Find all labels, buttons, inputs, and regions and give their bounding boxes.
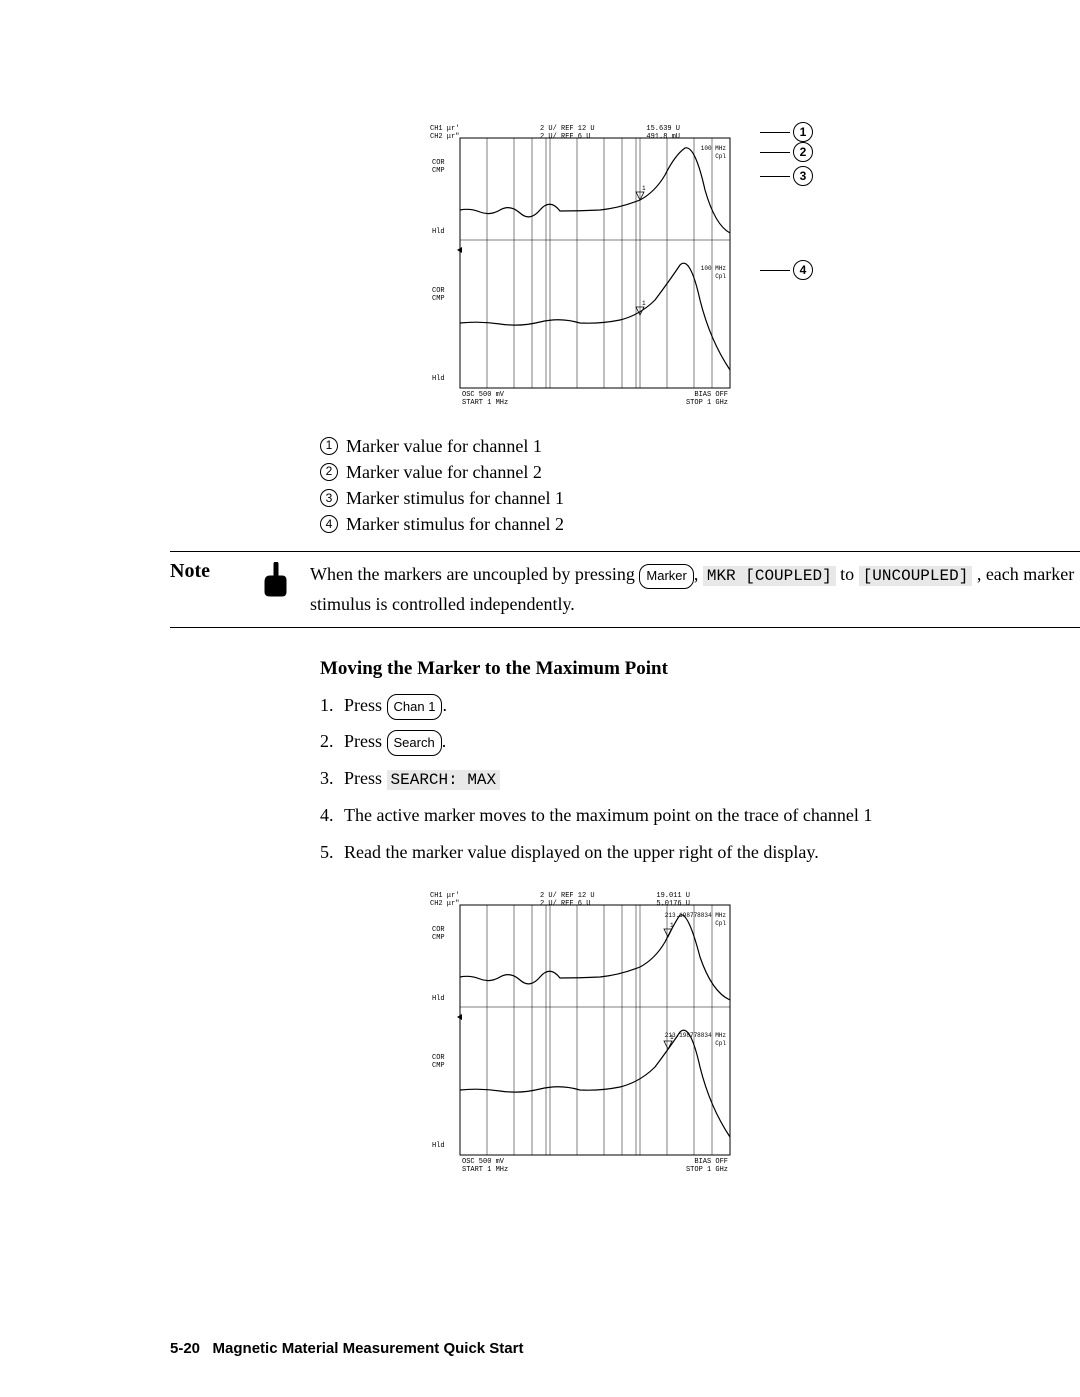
svg-text:1: 1 bbox=[642, 300, 646, 307]
legend-text-2: Marker value for channel 2 bbox=[346, 459, 542, 485]
analyzer-display-2: CH1 μr' CH2 μr" 2 U/ REF 12 U 2 U/ REF 6… bbox=[430, 887, 760, 1177]
chan1-key: Chan 1 bbox=[387, 694, 443, 720]
figure-1: CH1 μr' CH2 μr" 2 U/ REF 12 U 2 U/ REF 6… bbox=[430, 120, 1080, 415]
cpl1-label: Cpl bbox=[715, 153, 726, 160]
procedure-list: Press Chan 1. Press Search. Press SEARCH… bbox=[320, 690, 1080, 868]
marker-key: Marker bbox=[639, 564, 693, 589]
svg-text:2 U/ REF 6 U: 2 U/ REF 6 U bbox=[540, 900, 590, 908]
cor-label-2: COR bbox=[432, 287, 445, 295]
svg-text:1: 1 bbox=[642, 185, 646, 192]
ch2-label: CH2 μr" bbox=[430, 133, 459, 141]
svg-text:Hld: Hld bbox=[432, 1142, 445, 1150]
ch1-label: CH1 μr' bbox=[430, 125, 459, 133]
note-body: When the markers are uncoupled by pressi… bbox=[310, 560, 1080, 618]
svg-text:Hld: Hld bbox=[432, 995, 445, 1003]
callout-3: 3 bbox=[760, 166, 813, 186]
page-number: 5-20 bbox=[170, 1340, 200, 1357]
step-1: Press Chan 1. bbox=[320, 690, 1080, 721]
cpl2-label: Cpl bbox=[715, 273, 726, 280]
figure-legend: 1 Marker value for channel 1 2 Marker valu… bbox=[320, 433, 1080, 537]
mkr-coupled-softkey: MKR [COUPLED] bbox=[703, 566, 836, 586]
legend-num-2: 2 bbox=[320, 463, 338, 481]
callout-4: 4 bbox=[760, 260, 813, 280]
bias-label: BIAS OFF bbox=[694, 391, 728, 399]
freq2-label: 100 MHz bbox=[701, 265, 727, 272]
svg-text:COR: COR bbox=[432, 1054, 445, 1062]
step-4: The active marker moves to the maximum p… bbox=[320, 800, 1080, 831]
cmp-label-1: CMP bbox=[432, 167, 445, 175]
svg-text:OSC 500 mV: OSC 500 mV bbox=[462, 1158, 505, 1166]
legend-text-3: Marker stimulus for channel 1 bbox=[346, 485, 564, 511]
svg-text:COR: COR bbox=[432, 926, 445, 934]
cor-label-1: COR bbox=[432, 159, 445, 167]
note-block: Note When the markers are uncoupled by p… bbox=[170, 551, 1080, 627]
svg-text:5.0176 U: 5.0176 U bbox=[656, 900, 690, 908]
stop-label: STOP 1 GHz bbox=[686, 399, 728, 407]
step-2: Press Search. bbox=[320, 726, 1080, 757]
mkr1-val: 15.639 U bbox=[646, 125, 680, 133]
page-footer: 5-20 Magnetic Material Measurement Quick… bbox=[170, 1340, 523, 1357]
section-heading: Moving the Marker to the Maximum Point bbox=[320, 658, 1080, 680]
svg-text:1: 1 bbox=[670, 1034, 674, 1041]
page-content: CH1 μr' CH2 μr" 2 U/ REF 12 U 2 U/ REF 6… bbox=[320, 120, 1080, 1182]
svg-text:STOP 1 GHz: STOP 1 GHz bbox=[686, 1166, 728, 1174]
footer-title: Magnetic Material Measurement Quick Star… bbox=[213, 1340, 524, 1357]
callout-2: 2 bbox=[760, 142, 813, 162]
freq2-label-2: 213.198778834 MHz bbox=[665, 1032, 727, 1039]
mkr2-val: 491.8 mU bbox=[646, 133, 680, 141]
legend-text-4: Marker stimulus for channel 2 bbox=[346, 511, 564, 537]
note-label: Note bbox=[170, 560, 260, 618]
freq1-label: 100 MHz bbox=[701, 145, 727, 152]
svg-text:CMP: CMP bbox=[432, 1062, 445, 1070]
svg-text:19.011 U: 19.011 U bbox=[656, 892, 690, 900]
legend-num-4: 4 bbox=[320, 515, 338, 533]
pointing-hand-icon bbox=[260, 560, 310, 618]
svg-text:2 U/ REF 12 U: 2 U/ REF 12 U bbox=[540, 892, 595, 900]
ch1-scale: 2 U/ REF 12 U bbox=[540, 125, 595, 133]
ch2-scale: 2 U/ REF 6 U bbox=[540, 133, 590, 141]
legend-text-1: Marker value for channel 1 bbox=[346, 433, 542, 459]
svg-text:BIAS OFF: BIAS OFF bbox=[694, 1158, 728, 1166]
svg-text:CMP: CMP bbox=[432, 934, 445, 942]
search-key: Search bbox=[387, 730, 442, 756]
legend-num-3: 3 bbox=[320, 489, 338, 507]
freq1-label-2: 213.198778834 MHz bbox=[665, 912, 727, 919]
svg-text:CH2 μr": CH2 μr" bbox=[430, 900, 459, 908]
hld-label-1: Hld bbox=[432, 228, 445, 236]
cmp-label-2: CMP bbox=[432, 295, 445, 303]
step-5: Read the marker value displayed on the u… bbox=[320, 837, 1080, 868]
search-max-softkey: SEARCH: MAX bbox=[387, 770, 501, 790]
svg-text:START 1 MHz: START 1 MHz bbox=[462, 1166, 508, 1174]
legend-num-1: 1 bbox=[320, 437, 338, 455]
svg-text:Cpl: Cpl bbox=[715, 1040, 726, 1047]
analyzer-display-1: CH1 μr' CH2 μr" 2 U/ REF 12 U 2 U/ REF 6… bbox=[430, 120, 760, 410]
hld-label-2: Hld bbox=[432, 375, 445, 383]
start-label: START 1 MHz bbox=[462, 399, 508, 407]
osc-label: OSC 500 mV bbox=[462, 391, 505, 399]
step-3: Press SEARCH: MAX bbox=[320, 763, 1080, 794]
figure-2: CH1 μr' CH2 μr" 2 U/ REF 12 U 2 U/ REF 6… bbox=[430, 887, 1080, 1182]
svg-text:Cpl: Cpl bbox=[715, 920, 726, 927]
uncoupled-softkey: [UNCOUPLED] bbox=[859, 566, 973, 586]
svg-text:1: 1 bbox=[670, 922, 674, 929]
callout-1: 1 bbox=[760, 122, 813, 142]
svg-text:CH1 μr': CH1 μr' bbox=[430, 892, 459, 900]
